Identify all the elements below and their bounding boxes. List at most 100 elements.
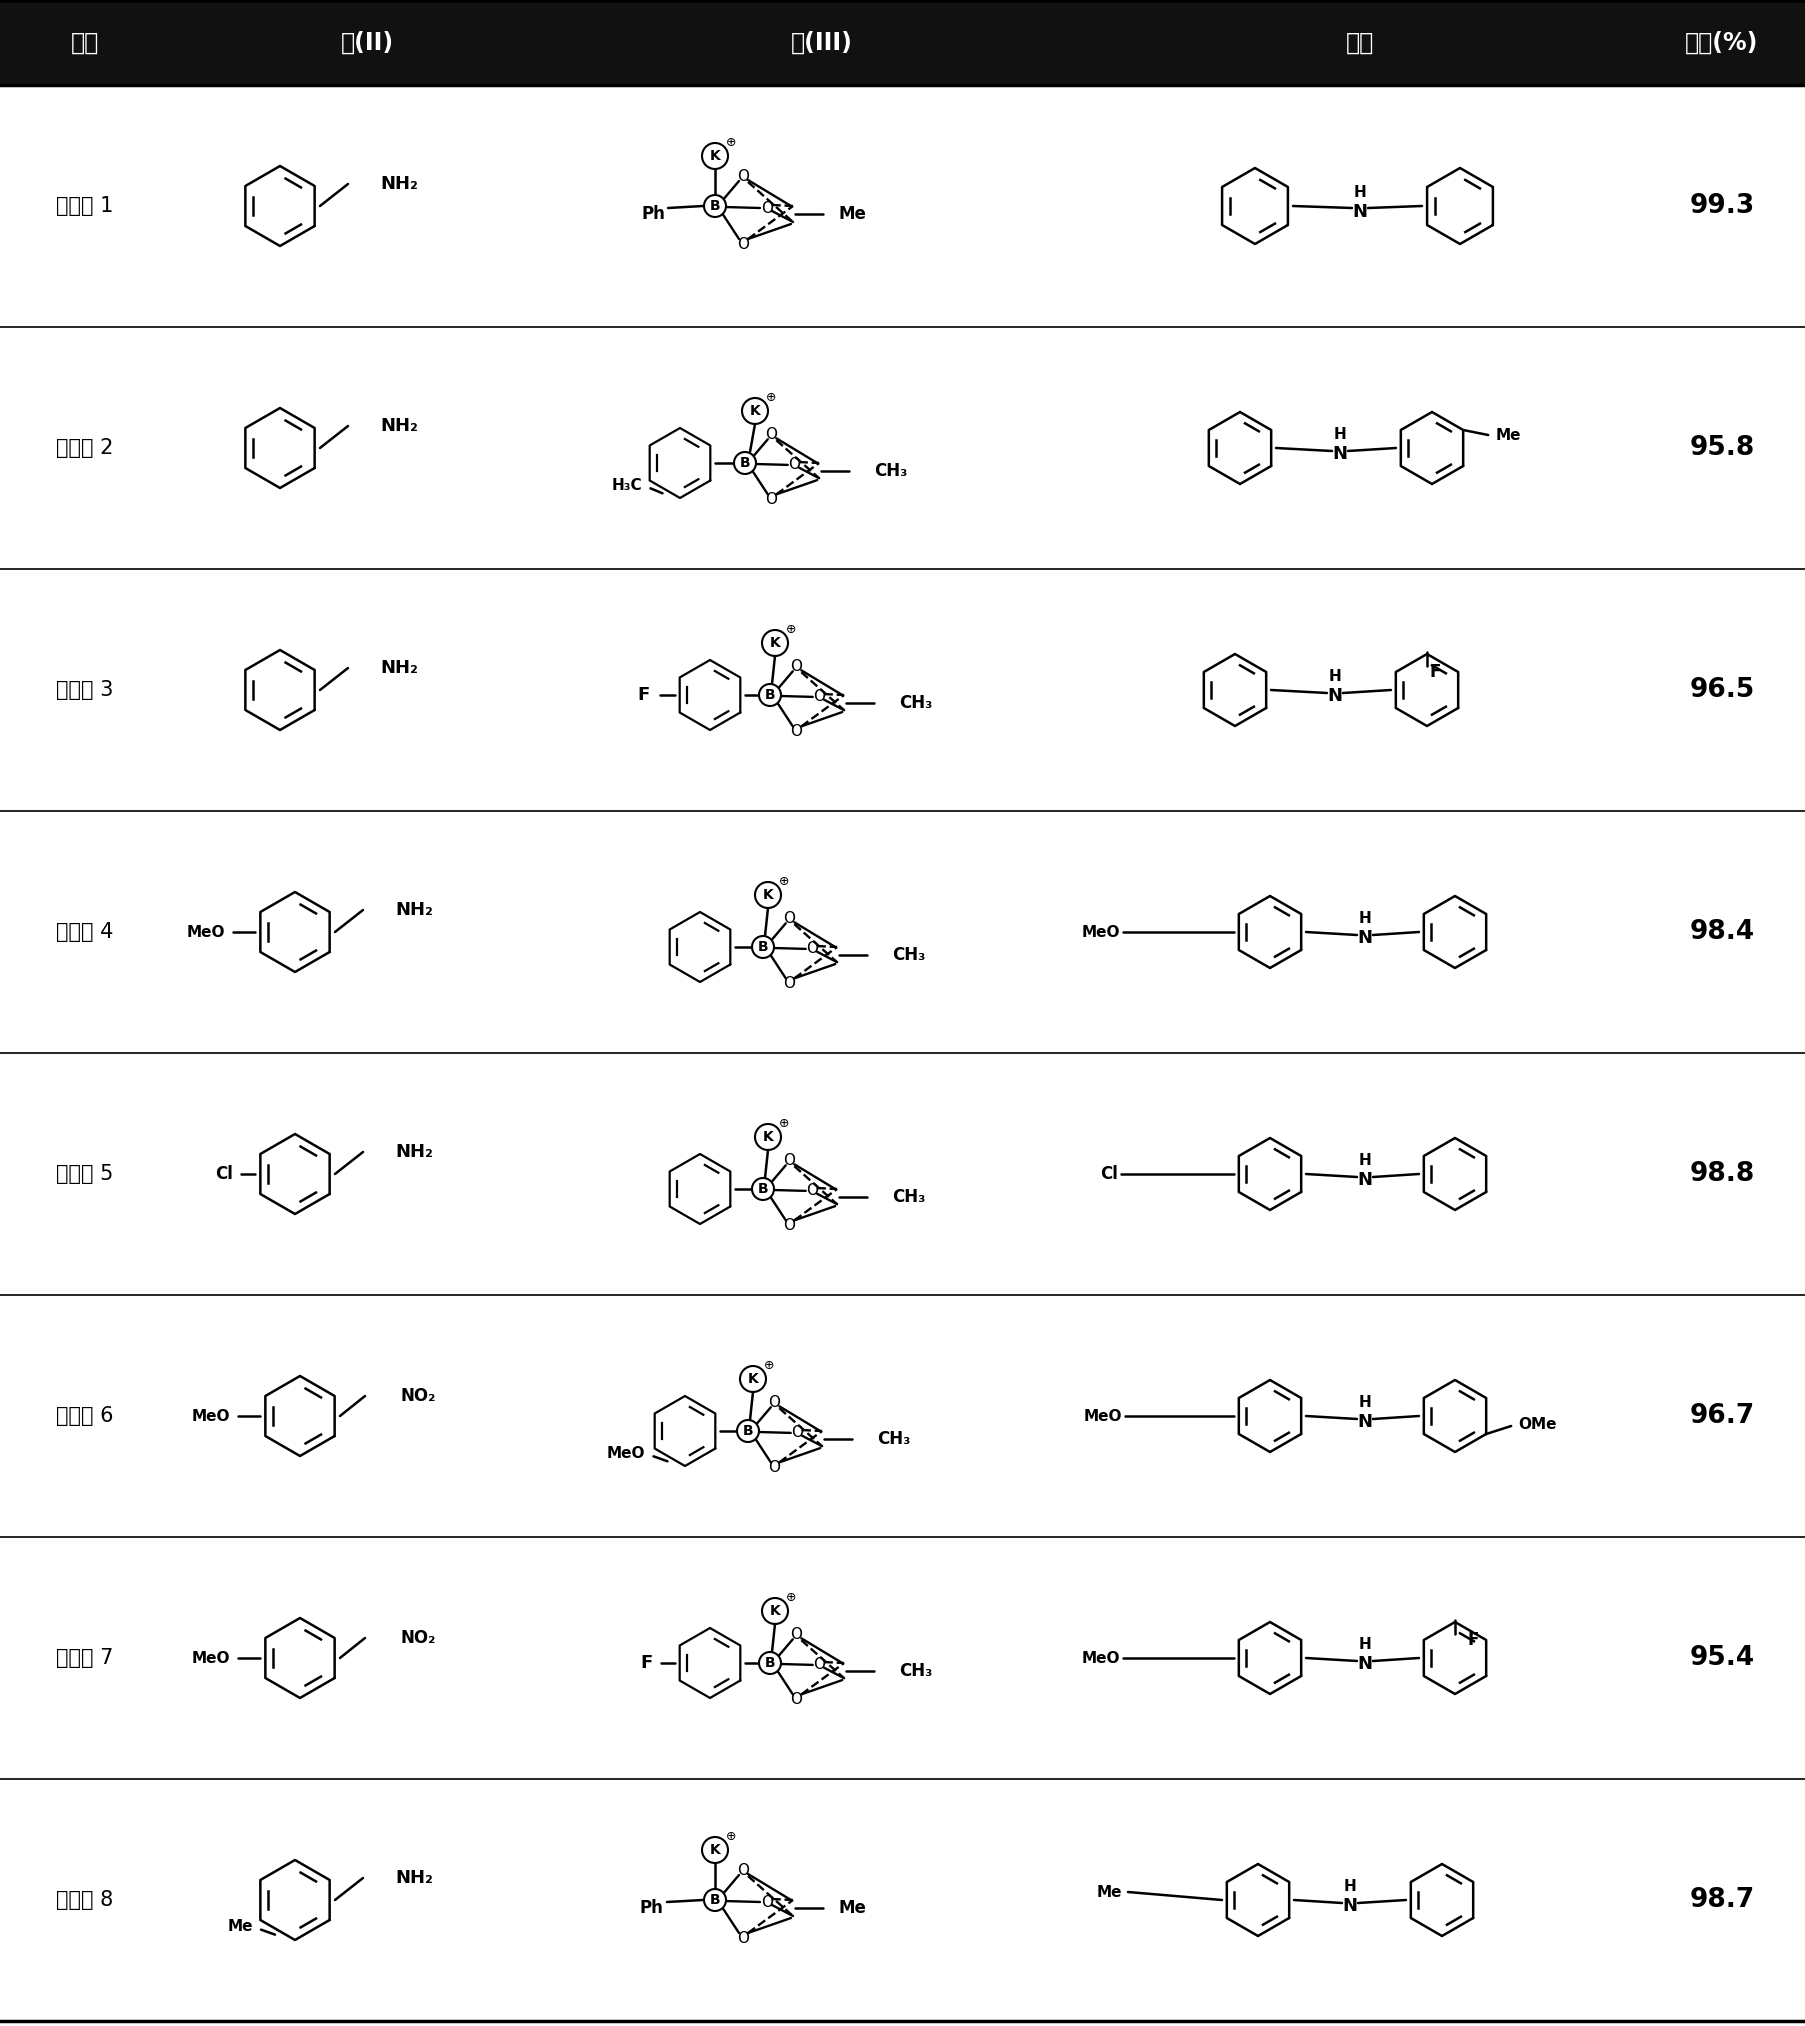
Text: MeO: MeO	[1081, 1651, 1119, 1665]
Ellipse shape	[704, 194, 726, 217]
Text: 编号: 编号	[70, 30, 99, 55]
Text: N: N	[1357, 1171, 1372, 1189]
Text: O: O	[791, 1426, 803, 1440]
Text: H: H	[1354, 184, 1366, 199]
Text: O: O	[814, 689, 825, 705]
Text: O: O	[765, 492, 778, 506]
Text: O: O	[807, 1183, 818, 1199]
Text: 实施例 2: 实施例 2	[56, 438, 114, 458]
Text: ⊕: ⊕	[778, 875, 789, 887]
Ellipse shape	[736, 1420, 758, 1443]
Text: K: K	[749, 403, 760, 417]
Text: H: H	[1328, 669, 1341, 683]
Text: 99.3: 99.3	[1689, 192, 1754, 219]
Ellipse shape	[753, 936, 774, 958]
Text: NH₂: NH₂	[395, 1870, 433, 1886]
Ellipse shape	[735, 452, 756, 474]
Text: K: K	[769, 636, 780, 650]
Text: O: O	[783, 1153, 796, 1169]
Text: O: O	[791, 658, 803, 675]
Text: O: O	[783, 1218, 796, 1232]
Text: O: O	[791, 1627, 803, 1641]
Text: OMe: OMe	[1518, 1416, 1556, 1432]
Text: 实施例 4: 实施例 4	[56, 922, 114, 942]
Text: N: N	[1357, 930, 1372, 946]
Text: MeO: MeO	[191, 1651, 229, 1665]
Text: 实施例 6: 实施例 6	[56, 1406, 114, 1426]
Text: O: O	[762, 1894, 773, 1908]
Text: Me: Me	[838, 1898, 866, 1917]
Text: ⊕: ⊕	[785, 622, 796, 636]
Text: B: B	[765, 1655, 776, 1669]
Text: O: O	[783, 912, 796, 926]
Text: N: N	[1357, 1655, 1372, 1673]
Text: CH₃: CH₃	[877, 1430, 910, 1449]
Text: MeO: MeO	[606, 1447, 646, 1461]
Text: ⊕: ⊕	[785, 1590, 796, 1603]
Text: O: O	[736, 1931, 749, 1945]
Text: 96.5: 96.5	[1689, 677, 1754, 703]
Text: CH₃: CH₃	[892, 946, 926, 964]
Text: O: O	[791, 723, 803, 739]
Text: Me: Me	[227, 1919, 253, 1935]
Text: O: O	[765, 427, 778, 442]
Text: B: B	[758, 940, 769, 954]
Text: B: B	[740, 456, 751, 470]
Text: 实施例 5: 实施例 5	[56, 1165, 114, 1183]
Text: O: O	[783, 977, 796, 991]
Text: B: B	[709, 1892, 720, 1906]
Text: 式(III): 式(III)	[791, 30, 854, 55]
Text: 98.8: 98.8	[1689, 1161, 1754, 1187]
Text: F: F	[1430, 663, 1440, 681]
Text: 实施例 3: 实施例 3	[56, 681, 114, 701]
Text: NO₂: NO₂	[401, 1629, 435, 1647]
Text: Cl: Cl	[215, 1165, 233, 1183]
Text: MeO: MeO	[186, 924, 226, 940]
Text: K: K	[764, 1131, 773, 1145]
Text: K: K	[747, 1372, 758, 1386]
Text: O: O	[769, 1459, 780, 1475]
Text: H₃C: H₃C	[612, 478, 643, 492]
Text: Ph: Ph	[639, 1898, 662, 1917]
Text: 96.7: 96.7	[1689, 1402, 1754, 1428]
Ellipse shape	[753, 1177, 774, 1199]
Text: B: B	[765, 689, 776, 701]
Text: ⊕: ⊕	[765, 391, 776, 403]
Text: 实施例 8: 实施例 8	[56, 1890, 114, 1911]
Text: K: K	[769, 1605, 780, 1619]
Text: NH₂: NH₂	[395, 1143, 433, 1161]
Text: NH₂: NH₂	[381, 417, 419, 436]
Text: O: O	[736, 1862, 749, 1878]
Bar	[0, 0, 1805, 85]
Text: 实施例 1: 实施例 1	[56, 197, 114, 217]
Text: O: O	[789, 458, 800, 472]
Text: O: O	[807, 942, 818, 956]
Text: O: O	[762, 201, 773, 215]
Text: CH₃: CH₃	[899, 1661, 933, 1680]
Text: 95.4: 95.4	[1689, 1645, 1754, 1671]
Text: K: K	[709, 150, 720, 162]
Text: MeO: MeO	[1081, 924, 1119, 940]
Text: F: F	[1467, 1631, 1478, 1649]
Text: N: N	[1343, 1896, 1357, 1915]
Text: N: N	[1327, 687, 1343, 705]
Text: 实施例 7: 实施例 7	[56, 1647, 114, 1667]
Text: Ph: Ph	[641, 205, 664, 223]
Text: F: F	[641, 1653, 653, 1671]
Text: ⊕: ⊕	[764, 1359, 774, 1372]
Text: Me: Me	[1495, 427, 1520, 442]
Text: N: N	[1332, 446, 1348, 464]
Text: NH₂: NH₂	[381, 174, 419, 192]
Text: 产率(%): 产率(%)	[1686, 30, 1758, 55]
Text: H: H	[1359, 910, 1372, 926]
Text: ⊕: ⊕	[726, 1829, 736, 1842]
Text: O: O	[736, 237, 749, 251]
Text: NH₂: NH₂	[381, 658, 419, 677]
Text: MeO: MeO	[1083, 1408, 1123, 1424]
Text: O: O	[814, 1657, 825, 1671]
Text: CH₃: CH₃	[892, 1187, 926, 1205]
Ellipse shape	[704, 1888, 726, 1911]
Text: K: K	[764, 887, 773, 902]
Text: 式(II): 式(II)	[341, 30, 393, 55]
Text: NO₂: NO₂	[401, 1388, 435, 1404]
